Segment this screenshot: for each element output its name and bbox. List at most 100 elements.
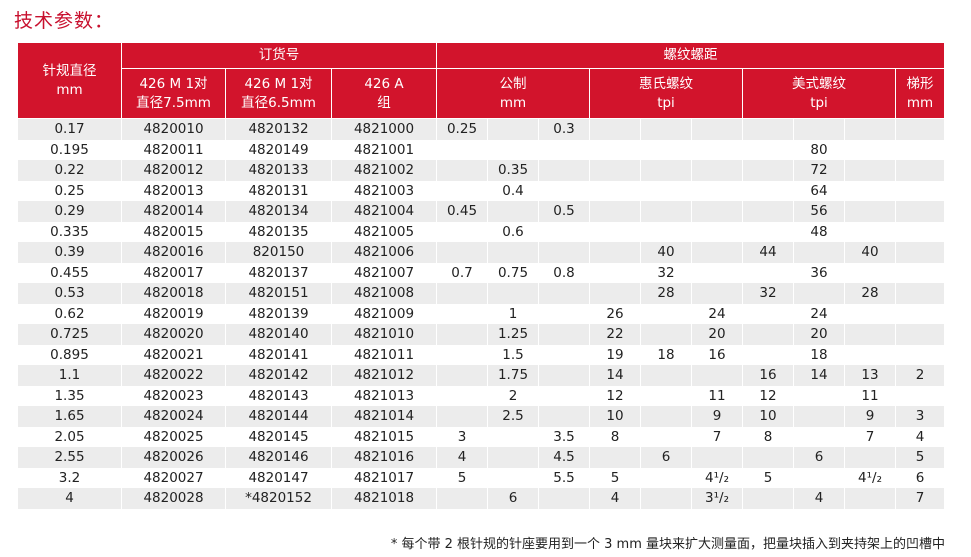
table-cell	[640, 365, 692, 386]
table-cell	[487, 467, 539, 488]
table-cell: 4820021	[121, 344, 226, 365]
table-cell: 18	[640, 344, 692, 365]
table-cell	[436, 139, 488, 160]
table-cell: 28	[844, 283, 896, 304]
table-cell	[844, 303, 896, 324]
table-cell	[640, 139, 692, 160]
table-cell	[742, 447, 794, 468]
table-cell	[691, 118, 743, 140]
table-cell: 10	[589, 406, 641, 427]
table-cell: 4¹/₂	[691, 467, 743, 488]
table-cell: 4821006	[331, 242, 437, 263]
table-cell	[793, 118, 845, 140]
table-cell	[538, 283, 590, 304]
table-cell: 4820151	[225, 283, 332, 304]
table-cell: 4820147	[225, 467, 332, 488]
table-cell: 4820022	[121, 365, 226, 386]
table-cell: 40	[844, 242, 896, 263]
table-cell	[640, 385, 692, 406]
table-cell: 4820024	[121, 406, 226, 427]
table-cell: 10	[742, 406, 794, 427]
table-cell: 13	[844, 365, 896, 386]
table-cell	[742, 201, 794, 222]
table-cell: 0.725	[17, 324, 122, 345]
table-cell: 4821018	[331, 488, 437, 509]
table-cell: 9	[844, 406, 896, 427]
needle-dia-unit: mm	[56, 81, 83, 98]
table-cell: 4	[436, 447, 488, 468]
table-cell	[487, 283, 539, 304]
table-row: 0.725 4820020 4820140 4821010 1.25 22 20 20	[17, 324, 945, 345]
table-cell	[589, 118, 641, 140]
table-row: 0.29 4820014 4820134 4821004 0.45 0.5 56	[17, 201, 945, 222]
table-cell	[844, 324, 896, 345]
table-cell	[895, 139, 945, 160]
table-cell: 1.65	[17, 406, 122, 427]
table-cell: 4820027	[121, 467, 226, 488]
table-cell: 4821009	[331, 303, 437, 324]
table-cell: 24	[793, 303, 845, 324]
table-cell	[793, 426, 845, 447]
table-cell	[436, 488, 488, 509]
table-row: 0.39 4820016 820150 4821006 40 44 40	[17, 242, 945, 263]
table-cell	[436, 242, 488, 263]
table-cell	[487, 139, 539, 160]
table-cell	[538, 365, 590, 386]
table-cell: 72	[793, 160, 845, 181]
table-cell: 0.17	[17, 118, 122, 140]
table-cell: 4820025	[121, 426, 226, 447]
table-cell: 64	[793, 180, 845, 201]
table-cell: 4821016	[331, 447, 437, 468]
table-cell: 9	[691, 406, 743, 427]
american-unit: tpi	[810, 94, 828, 111]
table-row: 0.195 4820011 4820149 4821001 80	[17, 139, 945, 160]
table-cell: 1	[487, 303, 539, 324]
table-cell: 4821002	[331, 160, 437, 181]
table-cell: 2.55	[17, 447, 122, 468]
table-row: 0.455 4820017 4820137 4821007 0.7 0.75 0.8 32 36	[17, 262, 945, 283]
trapezoid-header: 梯形 mm	[895, 68, 945, 119]
table-cell	[844, 160, 896, 181]
table-cell: 14	[589, 365, 641, 386]
col-426m-6-5-line2: 直径6.5mm	[241, 94, 316, 111]
table-cell: 4821011	[331, 344, 437, 365]
table-cell	[844, 139, 896, 160]
table-cell: 11	[844, 385, 896, 406]
whitworth-unit: tpi	[657, 94, 675, 111]
table-cell: 28	[640, 283, 692, 304]
table-cell	[538, 242, 590, 263]
table-cell: 5	[589, 467, 641, 488]
table-cell: 4821005	[331, 221, 437, 242]
table-cell: 6	[487, 488, 539, 509]
table-cell: 5.5	[538, 467, 590, 488]
table-cell: 4820135	[225, 221, 332, 242]
table-cell: 4820142	[225, 365, 332, 386]
table-cell	[844, 180, 896, 201]
table-cell	[742, 488, 794, 509]
table-cell	[436, 406, 488, 427]
table-cell	[691, 365, 743, 386]
table-cell: 3¹/₂	[691, 488, 743, 509]
table-cell	[793, 283, 845, 304]
table-cell: 40	[640, 242, 692, 263]
table-cell: 0.39	[17, 242, 122, 263]
metric-label: 公制	[499, 75, 527, 92]
col-426m-7-5: 426 M 1对 直径7.5mm	[121, 68, 226, 119]
table-cell	[793, 242, 845, 263]
table-cell: 4821007	[331, 262, 437, 283]
table-cell	[844, 201, 896, 222]
table-cell: 4	[17, 488, 122, 509]
table-cell	[589, 242, 641, 263]
table-cell: 4820141	[225, 344, 332, 365]
table-cell: 4820144	[225, 406, 332, 427]
table-cell: 19	[589, 344, 641, 365]
table-cell	[487, 447, 539, 468]
table-cell	[793, 406, 845, 427]
table-cell: 0.45	[436, 201, 488, 222]
table-cell	[589, 283, 641, 304]
table-cell: 0.455	[17, 262, 122, 283]
table-cell: 4820028	[121, 488, 226, 509]
table-cell: 0.22	[17, 160, 122, 181]
col-426m-6-5-line1: 426 M 1对	[244, 75, 313, 92]
table-cell	[589, 221, 641, 242]
